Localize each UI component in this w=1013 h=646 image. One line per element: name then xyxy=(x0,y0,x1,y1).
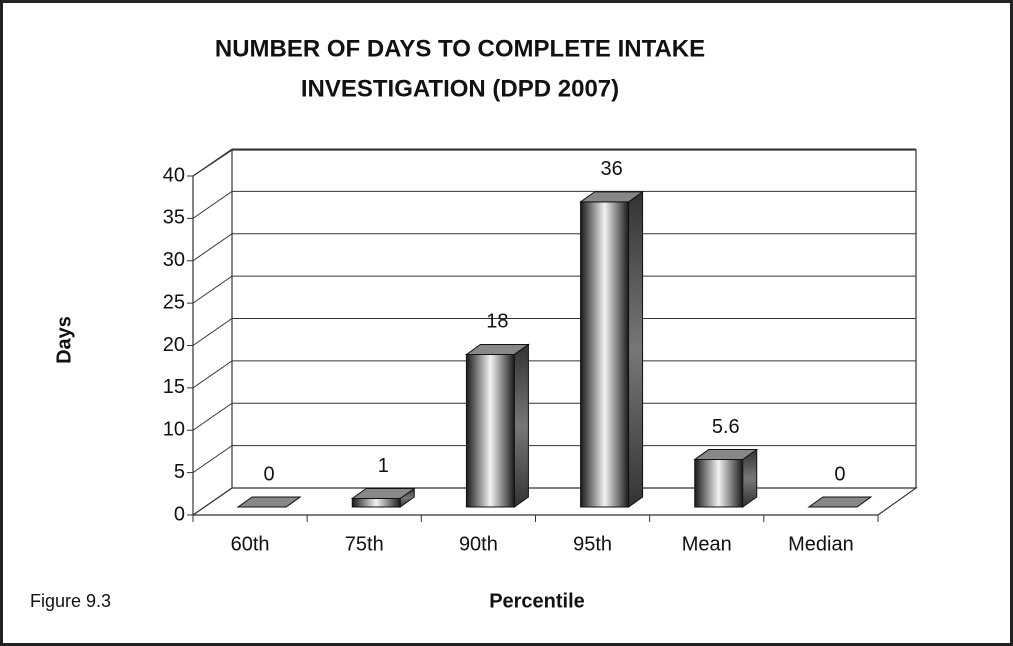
bar xyxy=(693,448,759,508)
grid-line xyxy=(192,275,233,304)
bar-top xyxy=(350,488,416,500)
bar xyxy=(464,343,530,508)
bar-side xyxy=(513,343,529,508)
chart-title: INVESTIGATION (DPD 2007) xyxy=(301,75,619,102)
grid-line xyxy=(192,148,233,177)
figure-label: Figure 9.3 xyxy=(30,591,111,611)
chart-title: NUMBER OF DAYS TO COMPLETE INTAKE xyxy=(215,35,705,62)
value-label: 5.6 xyxy=(712,416,740,438)
y-axis-title: Days xyxy=(53,316,75,364)
bar xyxy=(350,487,416,508)
bar-top xyxy=(579,191,645,203)
value-label: 1 xyxy=(378,455,389,477)
x-tick-label: Mean xyxy=(682,533,732,555)
bar-front xyxy=(580,201,630,508)
value-label: 18 xyxy=(486,311,508,333)
value-label: 36 xyxy=(600,158,622,180)
value-label: 0 xyxy=(264,463,275,485)
grid-line xyxy=(192,487,233,516)
bar-top xyxy=(464,343,530,355)
grid-line xyxy=(192,233,233,262)
bar-top xyxy=(807,496,873,508)
grid-line xyxy=(192,318,233,346)
y-tick-label: 0 xyxy=(174,503,185,525)
x-tick-label: 60th xyxy=(231,533,270,555)
bar xyxy=(579,190,645,508)
y-tick-label: 5 xyxy=(174,461,185,483)
bar-top xyxy=(693,449,759,461)
y-tick-label: 40 xyxy=(163,164,185,186)
y-tick-label: 35 xyxy=(163,207,185,229)
x-axis-title: Percentile xyxy=(489,590,585,612)
bar-top xyxy=(236,496,302,508)
grid-line xyxy=(192,402,233,431)
bar-front xyxy=(351,498,401,508)
y-tick-label: 10 xyxy=(163,419,185,441)
value-label: 0 xyxy=(834,463,845,485)
y-tick-label: 20 xyxy=(163,334,185,356)
y-tick-label: 15 xyxy=(163,376,185,398)
bar-side xyxy=(628,190,644,508)
bar-front xyxy=(465,353,515,508)
bar xyxy=(236,496,302,508)
y-tick-label: 25 xyxy=(163,291,185,313)
bar-front xyxy=(694,459,744,508)
grid-line xyxy=(192,445,233,474)
bar xyxy=(807,496,873,508)
x-tick-label: 90th xyxy=(459,533,498,555)
grid-line xyxy=(192,360,233,389)
plot-walls xyxy=(192,149,918,516)
x-tick-label: 95th xyxy=(573,533,612,555)
y-tick-label: 30 xyxy=(163,249,185,271)
x-tick-label: Median xyxy=(788,533,854,555)
x-tick-label: 75th xyxy=(345,533,384,555)
grid-line xyxy=(192,190,233,219)
